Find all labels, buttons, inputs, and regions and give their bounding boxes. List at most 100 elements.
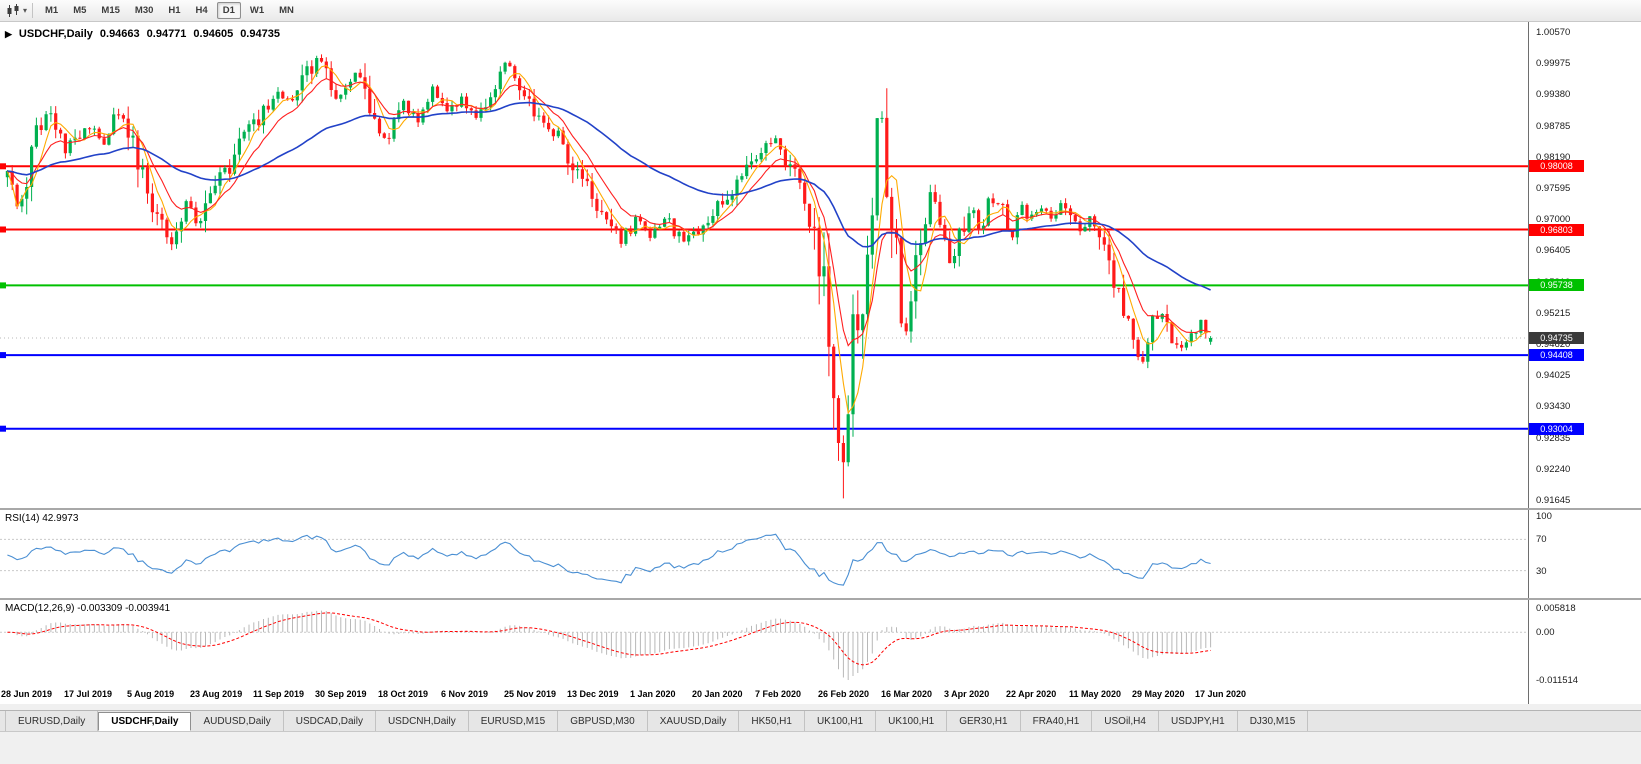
price-axis: 1.00570 0.99975 0.99380 0.98785 0.98190 0.975… <box>1528 22 1641 508</box>
price-axis-label: 0.94025 <box>1536 370 1571 381</box>
chart-tab-bar: EURUSD,Daily USDCHF,Daily AUDUSD,Daily USDC… <box>0 710 1641 732</box>
chart-tab-usdjpy-h1[interactable]: USDJPY,H1 <box>1158 711 1238 731</box>
candle-wicks-down <box>11 54 1207 499</box>
macd-axis-label: 0.005818 <box>1536 603 1576 614</box>
rsi-axis: 100 70 30 <box>1528 510 1641 598</box>
x-axis-date-label: 11 May 2020 <box>1069 689 1122 699</box>
price-axis-label: 0.95215 <box>1536 308 1571 319</box>
chart-tab-usdcnh-daily[interactable]: USDCNH,Daily <box>375 711 469 731</box>
x-axis-date-label: 5 Aug 2019 <box>127 689 175 699</box>
chart-tab-usdchf-daily[interactable]: USDCHF,Daily <box>98 712 192 731</box>
x-axis-date-label: 7 Feb 2020 <box>755 689 802 699</box>
chart-tab-hk50-h1[interactable]: HK50,H1 <box>739 711 805 731</box>
time-axis: 28 Jun 2019 17 Jul 2019 5 Aug 2019 23 Aug 2… <box>0 686 1641 704</box>
price-axis-label: 0.97000 <box>1536 214 1571 225</box>
x-axis-date-label: 26 Feb 2020 <box>818 689 870 699</box>
level-left-marker <box>0 163 6 170</box>
rsi-axis-label: 100 <box>1536 511 1552 522</box>
chart-tab-uk100-h1[interactable]: UK100,H1 <box>876 711 948 731</box>
pane-resize-handle[interactable] <box>0 508 1641 510</box>
price-axis-label: 0.98785 <box>1536 121 1571 132</box>
timeframe-button-m5[interactable]: M5 <box>73 5 87 16</box>
timeframe-button-m30[interactable]: M30 <box>134 5 154 16</box>
x-axis-date-label: 13 Dec 2019 <box>567 689 619 699</box>
level-left-marker <box>0 425 6 432</box>
price-chart-canvas[interactable] <box>0 22 1528 508</box>
chart-tab-ger30-h1[interactable]: GER30,H1 <box>947 711 1021 731</box>
level-price-badge: 0.98008 <box>1529 160 1584 172</box>
timeframe-button-d1[interactable]: D1 <box>216 2 241 19</box>
price-axis-label: 0.98190 <box>1536 152 1571 163</box>
chart-tab-usoil-h4[interactable]: USOil,H4 <box>1092 711 1159 731</box>
candle-wicks-up <box>6 55 1212 467</box>
x-axis-date-label: 22 Apr 2020 <box>1006 689 1057 699</box>
level-left-marker <box>0 282 6 289</box>
open-value: 0.94663 <box>99 28 140 40</box>
x-axis-date-label: 23 Aug 2019 <box>190 689 243 699</box>
macd-axis-label: -0.011514 <box>1536 675 1579 686</box>
chart-tab-dj30-m15[interactable]: DJ30,M15 <box>1237 711 1309 731</box>
close-value: 0.94735 <box>240 28 280 40</box>
x-axis-date-label: 3 Apr 2020 <box>944 689 990 699</box>
price-axis-label: 0.92240 <box>1536 464 1571 475</box>
level-left-marker <box>0 352 6 359</box>
price-axis-label: 0.99380 <box>1536 89 1571 100</box>
chart-tab-eurusd-m15[interactable]: EURUSD,M15 <box>468 711 559 731</box>
chart-tab-audusd-daily[interactable]: AUDUSD,Daily <box>191 711 284 731</box>
timeframe-button-m15[interactable]: M15 <box>101 5 120 16</box>
macd-indicator-pane: MACD(12,26,9) -0.003309 -0.003941 0.0058… <box>0 600 1641 686</box>
chart-tab-uk100-h1[interactable]: UK100,H1 <box>804 711 877 731</box>
main-chart-pane: ▶ USDCHF,Daily 0.94663 0.94771 0.94605 0… <box>0 22 1641 508</box>
ma-fast-line <box>7 77 1211 347</box>
price-axis-label: 0.93430 <box>1536 401 1571 412</box>
rsi-indicator-pane: RSI(14) 42.9973 100 70 30 <box>0 510 1641 598</box>
ma-slow-line <box>7 101 1211 291</box>
ma-mid-line <box>6 64 1211 415</box>
level-price-badge: 0.93004 <box>1529 423 1584 435</box>
high-value: 0.94771 <box>146 28 187 40</box>
toolbar-separator <box>32 3 34 18</box>
rsi-chart-canvas[interactable] <box>0 510 1528 598</box>
macd-axis: 0.005818 0.00 -0.011514 <box>1528 600 1641 686</box>
x-axis-date-label: 20 Jan 2020 <box>692 689 743 699</box>
timeframe-button-m1[interactable]: M1 <box>45 5 59 16</box>
macd-chart-canvas[interactable] <box>0 600 1528 686</box>
macd-histogram <box>11 610 1212 680</box>
timeframe-button-h4[interactable]: H4 <box>195 5 208 16</box>
window-background <box>0 704 1641 710</box>
chart-tab-fra40-h1[interactable]: FRA40,H1 <box>1020 711 1093 731</box>
chart-tab-usdcad-daily[interactable]: USDCAD,Daily <box>283 711 376 731</box>
timeframe-button-h1[interactable]: H1 <box>168 5 181 16</box>
price-axis-label: 0.92835 <box>1536 433 1571 444</box>
rsi-axis-label: 30 <box>1536 566 1547 577</box>
x-axis-date-label: 25 Nov 2019 <box>504 689 557 699</box>
macd-label: MACD(12,26,9) -0.003309 -0.003941 <box>5 603 171 614</box>
x-axis-date-label: 11 Sep 2019 <box>253 689 305 699</box>
chart-tab-eurusd-daily[interactable]: EURUSD,Daily <box>5 711 99 731</box>
dropdown-caret-icon[interactable]: ▾ <box>23 6 28 15</box>
price-axis-label: 0.96405 <box>1536 245 1571 256</box>
level-price-badge: 0.96803 <box>1529 224 1584 236</box>
price-axis-label: 0.94620 <box>1536 339 1571 350</box>
x-axis-date-label: 29 May 2020 <box>1132 689 1185 699</box>
timeframe-button-w1[interactable]: W1 <box>249 5 265 16</box>
x-axis-date-label: 18 Oct 2019 <box>378 689 429 699</box>
window-background <box>0 732 1641 764</box>
macd-signal-line <box>7 612 1211 666</box>
candle-bodies-down <box>10 58 1208 463</box>
chart-type-icon[interactable] <box>6 3 21 18</box>
x-axis-date-label: 1 Jan 2020 <box>630 689 676 699</box>
chart-tab-gbpusd-m30[interactable]: GBPUSD,M30 <box>558 711 648 731</box>
chart-area: ▶ USDCHF,Daily 0.94663 0.94771 0.94605 0… <box>0 22 1641 704</box>
price-axis-label: 0.97595 <box>1536 183 1571 194</box>
price-axis-label: 1.00570 <box>1536 27 1571 38</box>
pane-resize-handle[interactable] <box>0 598 1641 600</box>
x-axis-date-label: 17 Jul 2019 <box>64 689 113 699</box>
timeframe-button-mn[interactable]: MN <box>279 5 294 16</box>
chart-tab-xauusd-daily[interactable]: XAUUSD,Daily <box>647 711 740 731</box>
x-axis-date-label: 17 Jun 2020 <box>1195 689 1247 699</box>
rsi-label: RSI(14) 42.9973 <box>5 513 79 524</box>
price-axis-label: 0.91645 <box>1536 495 1571 506</box>
current-price-badge: 0.94735 <box>1529 332 1584 344</box>
symbol-marker-icon: ▶ <box>5 28 12 39</box>
